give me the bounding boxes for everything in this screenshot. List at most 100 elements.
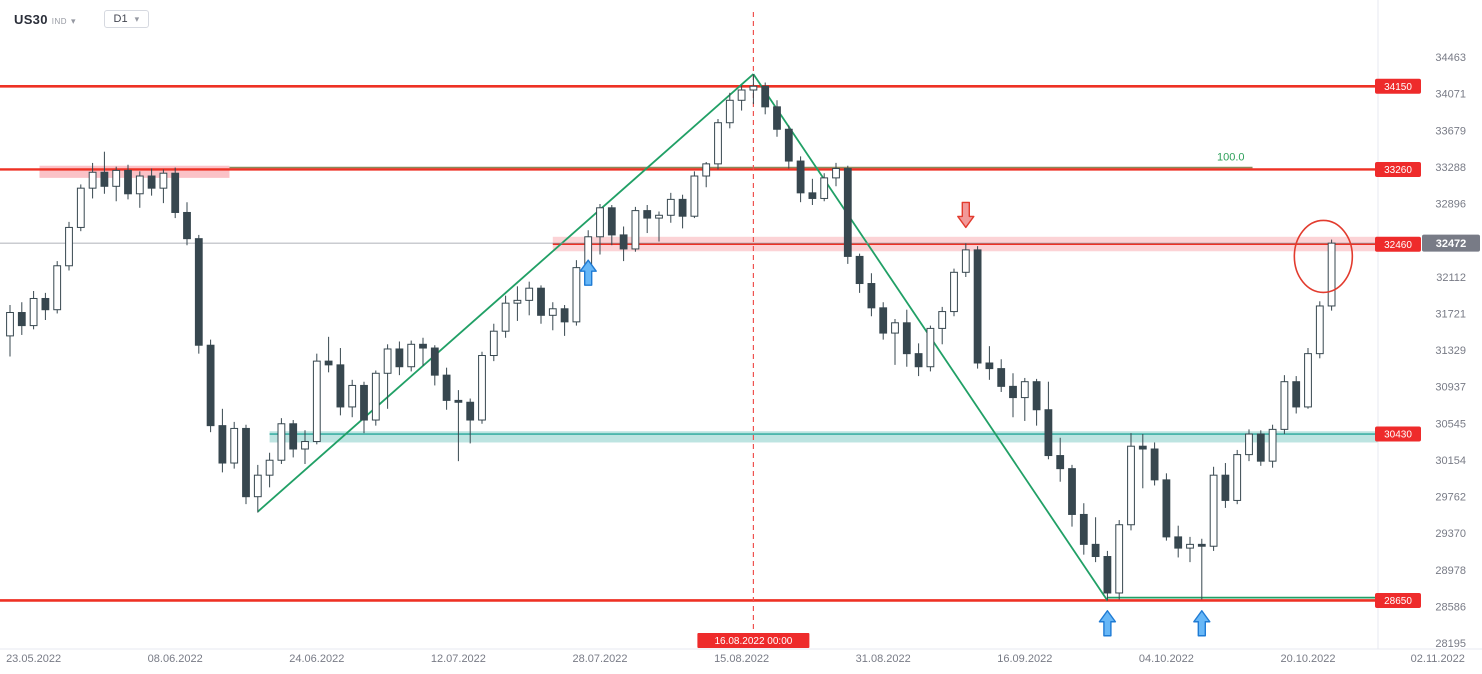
candle-body	[41, 297, 50, 311]
time-tick: 31.08.2022	[856, 653, 911, 665]
price-badges: 34150 33260 32460 30430 28650 32472 16.08.2022…	[697, 78, 1480, 648]
current-price-badge	[1422, 234, 1480, 252]
event-date-text: 16.08.2022 00:00	[714, 636, 792, 647]
price-tick: 28586	[1435, 601, 1466, 613]
price-tick: 30937	[1435, 382, 1466, 394]
candle-body	[1304, 353, 1312, 408]
candle-body	[1327, 242, 1336, 307]
candle-body	[973, 249, 982, 364]
level-badge	[1375, 592, 1421, 608]
candle-body	[478, 355, 486, 421]
candle-body	[466, 401, 475, 421]
candle-body	[938, 311, 947, 329]
candle-body	[147, 175, 156, 189]
candle-body	[749, 85, 758, 91]
candle-body	[336, 364, 345, 408]
event-date-badge	[697, 633, 810, 648]
candle-body	[1056, 455, 1065, 470]
level-zones	[39, 165, 1379, 443]
candle-body	[124, 169, 132, 195]
candle-body	[324, 360, 333, 366]
timeframe-selector[interactable]: D1 ▾	[103, 10, 150, 28]
price-tick: 30545	[1435, 418, 1466, 430]
candle-body	[1256, 433, 1265, 462]
time-tick: 23.05.2022	[6, 653, 61, 665]
candle-body	[289, 423, 298, 450]
candle-body	[867, 283, 876, 309]
candle-body	[607, 207, 616, 236]
candle-body	[808, 192, 817, 199]
candle-body	[820, 177, 829, 199]
level-badge	[1375, 78, 1421, 94]
candle-body	[1197, 543, 1206, 547]
candle-body	[702, 163, 711, 177]
candle-body	[53, 265, 62, 311]
symbol-type-tag: IND	[51, 16, 68, 26]
time-tick: 20.10.2022	[1280, 653, 1335, 665]
timeframe-label: D1	[113, 13, 128, 25]
candle-body	[419, 343, 427, 349]
candle-body	[855, 255, 864, 285]
candle-body	[312, 360, 321, 443]
candle-body	[548, 308, 557, 316]
candle-body	[950, 271, 958, 313]
price-tick: 29762	[1435, 492, 1466, 504]
level-badge-text: 28650	[1384, 596, 1412, 607]
time-axis[interactable]: 23.05.2022 08.06.2022 24.06.2022 12.07.2022…	[6, 653, 1465, 665]
candle-body	[1032, 381, 1041, 411]
candle-body	[371, 372, 380, 421]
candle-body	[253, 474, 262, 498]
level-lines	[0, 84, 1378, 602]
candle-body	[832, 168, 840, 179]
candle-body	[489, 330, 498, 357]
price-tick: 33288	[1435, 162, 1466, 174]
candle-body	[619, 234, 628, 250]
candle-body	[690, 175, 699, 217]
current-price-text: 32472	[1436, 238, 1467, 250]
candle-body	[1020, 381, 1029, 399]
candle-body	[596, 207, 604, 238]
candle-body	[183, 211, 191, 240]
signal-arrows	[579, 201, 1211, 637]
candle-body	[914, 353, 923, 368]
candle-body	[194, 238, 203, 346]
level-badge-text: 33260	[1384, 165, 1412, 176]
candle-body	[879, 307, 888, 334]
candle-body	[560, 308, 569, 323]
candle-body	[666, 198, 675, 216]
price-tick: 32112	[1436, 272, 1466, 284]
up-arrow-icon	[1098, 610, 1117, 637]
candle-body	[1221, 474, 1230, 501]
candle-body	[1068, 468, 1076, 515]
up-arrow-icon	[1193, 610, 1211, 637]
trendline[interactable]	[257, 73, 754, 513]
level-badge-text: 30430	[1384, 430, 1412, 441]
candle-body	[678, 198, 687, 217]
price-tick: 28195	[1435, 638, 1466, 650]
candle-body	[230, 427, 239, 464]
chart-toolbar: US30 IND ▾ D1 ▾	[14, 10, 150, 28]
candle-body	[1174, 536, 1183, 549]
symbol-selector[interactable]: US30 IND ▾	[14, 12, 76, 27]
price-tick: 28978	[1435, 565, 1466, 577]
candle-body	[17, 312, 26, 327]
candle-body	[513, 299, 522, 304]
candle-body	[1209, 474, 1218, 547]
candle-body	[265, 459, 274, 476]
candle-body	[407, 343, 416, 368]
time-tick: 16.09.2022	[997, 653, 1052, 665]
candle-body	[572, 267, 581, 323]
candle-body	[206, 344, 215, 427]
candle-body	[1044, 409, 1053, 457]
candle-body	[360, 384, 368, 421]
price-axis[interactable]: 34463 34071 33679 33288 32896 32112 31721 31329…	[1435, 52, 1466, 650]
candle-body	[926, 327, 935, 368]
level-badge	[1375, 236, 1421, 252]
candle-body	[773, 106, 781, 130]
time-tick: 08.06.2022	[148, 653, 203, 665]
candle-body	[100, 171, 109, 187]
candle-body	[1233, 454, 1242, 501]
candle-body	[135, 175, 144, 195]
